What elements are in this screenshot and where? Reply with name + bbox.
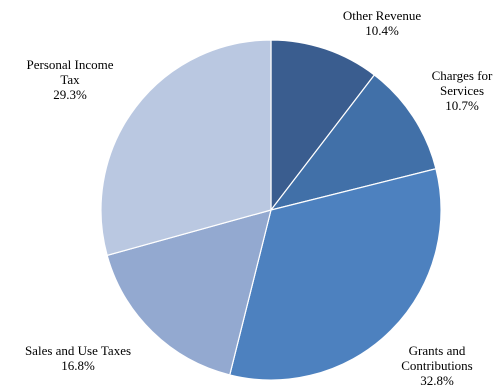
slice-label-line: Other Revenue bbox=[343, 8, 422, 23]
slice-percent: 29.3% bbox=[53, 87, 87, 102]
slice-label: Sales and Use Taxes 16.8% bbox=[25, 343, 131, 373]
slice-label: Personal Income Tax 29.3% bbox=[26, 57, 113, 102]
slice-label-line: Sales and Use Taxes bbox=[25, 343, 131, 358]
slice-label-line: Tax bbox=[60, 72, 80, 87]
slice-label-line: Contributions bbox=[401, 358, 473, 373]
pie-slice bbox=[270, 39, 376, 212]
pie-slice bbox=[100, 39, 272, 257]
slice-percent: 32.8% bbox=[420, 373, 454, 388]
slice-label-line: Services bbox=[440, 83, 484, 98]
slice-label: Grants and Contributions 32.8% bbox=[401, 343, 473, 388]
slice-percent: 16.8% bbox=[61, 358, 95, 373]
slice-percent: 10.4% bbox=[365, 23, 399, 38]
slice-label-line: Grants and bbox=[409, 343, 466, 358]
pie-slice bbox=[269, 74, 437, 211]
slice-label-line: Personal Income bbox=[26, 57, 113, 72]
pie-slices bbox=[100, 39, 442, 381]
pie-slice bbox=[229, 168, 442, 381]
pie-slice bbox=[106, 209, 272, 376]
slice-percent: 10.7% bbox=[445, 98, 479, 113]
pie-labels: Other Revenue 10.4%Charges for Services 10.… bbox=[25, 8, 493, 388]
slice-label: Other Revenue 10.4% bbox=[343, 8, 422, 38]
slice-label: Charges for Services 10.7% bbox=[432, 68, 493, 113]
slice-label-line: Charges for bbox=[432, 68, 493, 83]
